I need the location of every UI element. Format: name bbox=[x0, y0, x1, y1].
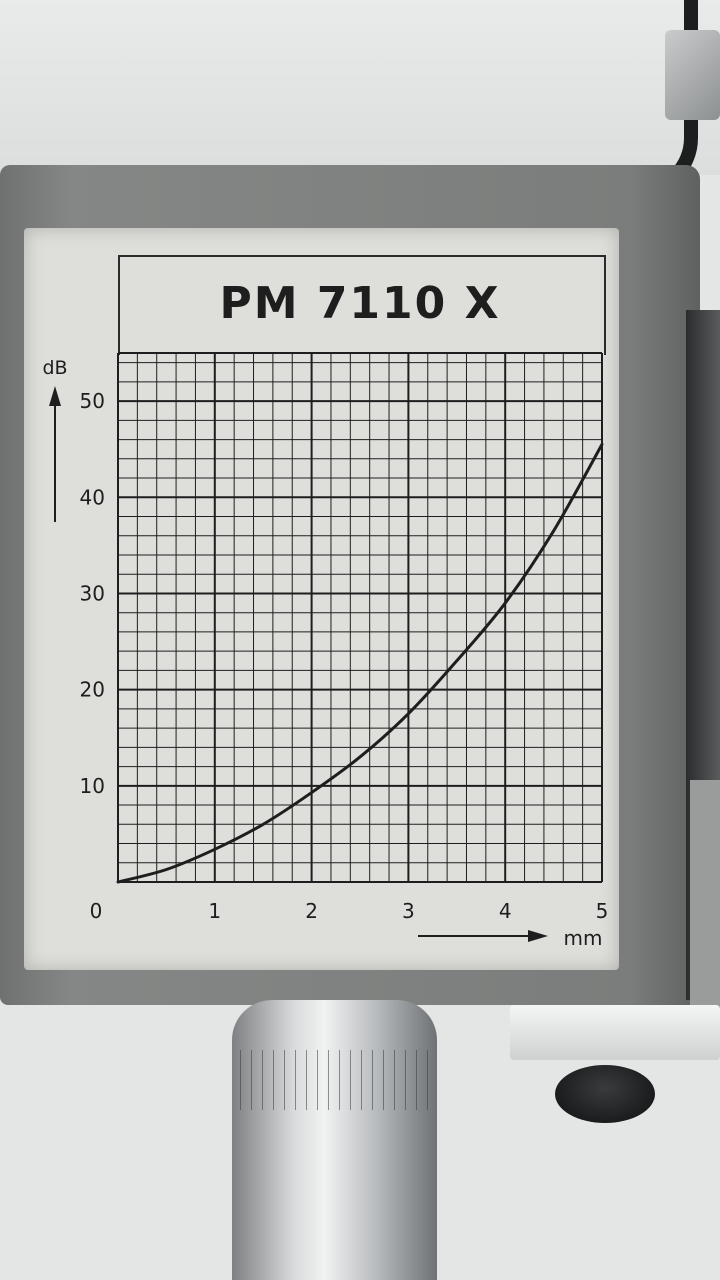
grid-major bbox=[117, 352, 603, 883]
x-tick-label: 0 bbox=[90, 899, 103, 923]
y-axis-arrow bbox=[49, 386, 61, 522]
micrometer-scale bbox=[240, 1050, 430, 1110]
x-axis-arrow bbox=[418, 930, 548, 942]
y-tick-label: 30 bbox=[80, 581, 105, 605]
calibration-label bbox=[24, 228, 619, 970]
y-tick-label: 50 bbox=[80, 389, 105, 413]
y-tick-label: 10 bbox=[80, 774, 105, 798]
knob bbox=[555, 1065, 655, 1123]
series-line bbox=[116, 442, 604, 884]
x-tick-label: 2 bbox=[305, 899, 318, 923]
grid-minor bbox=[118, 353, 602, 882]
chart-title: PM 7110 X bbox=[219, 278, 501, 329]
x-tick-label: 3 bbox=[402, 899, 415, 923]
y-tick-labels: 10 20 30 40 50 bbox=[80, 389, 105, 798]
y-axis-label: dB bbox=[42, 357, 67, 379]
y-tick-label: 40 bbox=[80, 485, 105, 509]
x-axis-label: mm bbox=[564, 926, 603, 950]
metal-bracket bbox=[665, 30, 720, 120]
y-tick-label: 20 bbox=[80, 678, 105, 702]
x-tick-labels: 0 1 2 3 4 5 bbox=[90, 899, 609, 923]
housing-plate bbox=[690, 780, 720, 1010]
x-tick-label: 5 bbox=[596, 899, 609, 923]
micrometer-spindle bbox=[232, 1000, 437, 1280]
x-tick-label: 1 bbox=[208, 899, 221, 923]
x-tick-label: 4 bbox=[499, 899, 512, 923]
clamp bbox=[510, 1005, 720, 1060]
series-group bbox=[116, 442, 604, 884]
title-box bbox=[118, 255, 606, 355]
